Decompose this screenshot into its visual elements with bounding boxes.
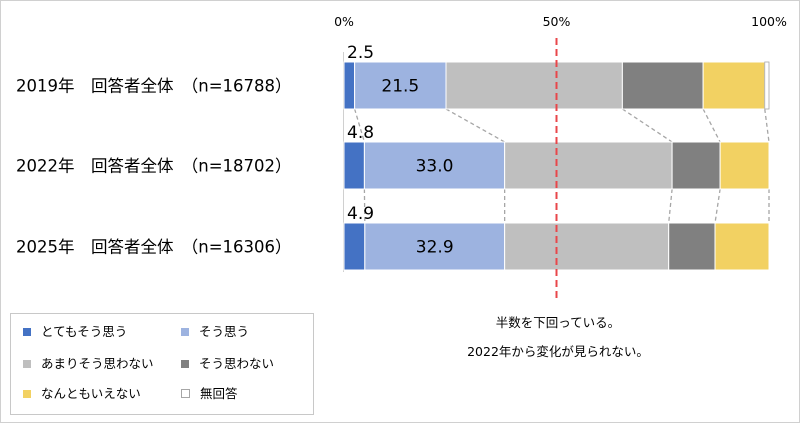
annotation-below-half: 半数を下回っている。 [495,315,621,330]
legend-label-mukaitou: 無回答 [200,386,238,401]
bar-segment-2 [354,61,447,110]
bar-segment-1 [343,141,365,190]
bar-segment-3 [504,141,673,190]
legend-label-nantomo: なんともいえない [41,386,141,401]
data-label-sou: 32.9 [416,238,454,258]
series-connector-line [622,108,673,143]
legend-swatch-souomowanai [181,359,189,368]
bar-segment-3 [504,222,670,271]
series-connector-line [668,188,673,224]
x-tick-label: 100% [751,14,787,29]
legend-item-totemo: とてもそう思う [23,324,127,340]
category-label: 2019年 回答者全体 （n=16788） [16,77,292,96]
series-connector-line [714,188,721,224]
legend-item-amari: あまりそう思わない [23,356,154,372]
legend-item-mukaitou: 無回答 [181,386,238,402]
category-label: 2022年 回答者全体 （n=18702） [16,157,292,176]
bar-segment-3 [445,61,623,110]
data-label-sou: 21.5 [381,77,419,97]
legend-item-nantomo: なんともいえない [23,386,141,402]
legend-item-sou: そう思う [181,324,249,340]
bar-segment-2 [363,141,506,190]
legend-label-amari: あまりそう思わない [41,356,154,371]
legend-item-souomowanai: そう思わない [181,356,274,372]
legend-swatch-totemo [23,327,31,336]
bar-segment-2 [364,222,506,271]
legend-swatch-nantomo [23,389,31,398]
bar-segment-4 [621,61,704,110]
annotation-no-change: 2022年から変化が見られない。 [467,344,649,359]
bar-segment-1 [343,222,366,271]
legend-label-totemo: とてもそう思う [41,324,128,339]
legend-swatch-amari [23,359,31,368]
bar-segment-4 [671,141,721,190]
data-label-totemo: 4.9 [347,204,374,224]
category-label: 2025年 回答者全体 （n=16306） [16,238,292,257]
bar-segment-5 [719,141,770,190]
series-connector-line [354,108,366,143]
x-tick-label: 50% [543,14,571,29]
data-label-totemo: 2.5 [347,43,374,63]
data-label-totemo: 4.8 [347,123,374,143]
series-connector-line [702,108,721,143]
series-connector-line [764,108,770,143]
legend-swatch-sou [181,327,189,336]
legend-label-sou: そう思う [199,324,250,339]
series-connector-line [445,108,505,143]
legend: とてもそう思う そう思う あまりそう思わない そう思わない なんともいえない 無… [10,313,314,415]
bar-segment-4 [668,222,716,271]
legend-swatch-mukaitou [181,389,190,398]
legend-label-souomowanai: そう思わない [199,356,275,371]
bar-segment-6 [764,61,770,110]
x-tick-label: 0% [334,14,354,29]
bar-segment-1 [343,61,356,110]
bar-segment-5 [702,61,766,110]
data-label-sou: 33.0 [416,157,454,177]
bar-segment-5 [714,222,770,271]
